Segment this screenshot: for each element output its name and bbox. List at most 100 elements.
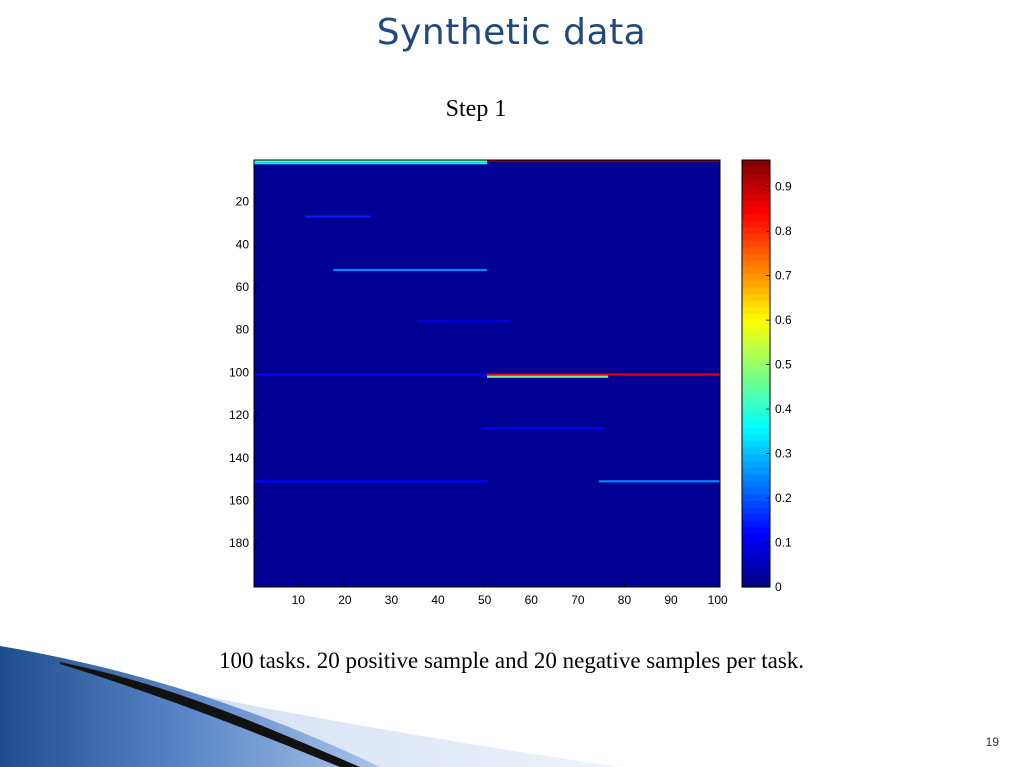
colorbar-step-27 [742, 400, 770, 408]
colorbar-tick-label-0.7: 0.7 [775, 269, 792, 283]
colorbar-step-41 [742, 306, 770, 315]
colorbar-step-0 [742, 580, 770, 588]
heatmap-band-10 [305, 215, 371, 218]
x-tick-label-50: 50 [478, 593, 492, 607]
colorbar-step-45 [742, 280, 770, 288]
colorbar-step-11 [742, 506, 770, 515]
colorbar-step-3 [742, 560, 770, 568]
y-tick-label-100: 100 [229, 365, 249, 379]
colorbar-step-22 [742, 433, 770, 441]
colorbar-step-43 [742, 293, 770, 301]
y-tick-label-160: 160 [229, 494, 249, 508]
colorbar-step-48 [742, 260, 770, 268]
colorbar-step-12 [742, 500, 770, 508]
y-tick-label-80: 80 [236, 323, 250, 337]
colorbar-step-39 [742, 320, 770, 328]
heatmap-band-1 [254, 160, 487, 163]
slide-title: Synthetic data [376, 12, 647, 53]
colorbar-step-34 [742, 353, 770, 361]
colorbar-step-7 [742, 533, 770, 541]
colorbar-tick-label-0.1: 0.1 [775, 536, 792, 550]
colorbar-step-1 [742, 573, 770, 581]
heatmap-band-11 [417, 320, 511, 323]
heatmap-band-4 [487, 373, 720, 376]
colorbar-tick-label-0.3: 0.3 [775, 447, 792, 461]
colorbar-step-14 [742, 486, 770, 495]
colorbar-step-2 [742, 566, 770, 575]
colorbar-tick-label-0.2: 0.2 [775, 491, 792, 505]
colorbar-step-4 [742, 553, 770, 561]
colorbar-tick-label-0.5: 0.5 [775, 358, 792, 372]
colorbar-step-5 [742, 546, 770, 555]
x-tick-label-20: 20 [338, 593, 352, 607]
colorbar-step-63 [742, 160, 770, 168]
decorative-swoosh [0, 646, 620, 767]
heatmap-band-8 [598, 480, 720, 483]
colorbar-step-19 [742, 453, 770, 461]
colorbar-step-9 [742, 520, 770, 528]
x-tick-label-60: 60 [525, 593, 539, 607]
colorbar-tick-label-0.4: 0.4 [775, 402, 792, 416]
colorbar-step-28 [742, 393, 770, 401]
colorbar-frame [741, 159, 771, 588]
colorbar-step-23 [742, 426, 770, 435]
colorbar-step-54 [742, 220, 770, 228]
x-tick-label-90: 90 [664, 593, 678, 607]
colorbar-step-29 [742, 386, 770, 395]
colorbar-step-36 [742, 340, 770, 348]
colorbar-step-6 [742, 540, 770, 548]
colorbar-step-30 [742, 380, 770, 388]
colorbar-step-49 [742, 253, 770, 261]
y-tick-label-120: 120 [229, 408, 249, 422]
y-tick-label-40: 40 [236, 237, 250, 251]
slide-caption: 100 tasks. 20 positive sample and 20 neg… [218, 648, 805, 673]
colorbar-step-52 [742, 233, 770, 241]
colorbar-step-15 [742, 480, 770, 488]
colorbar-step-32 [742, 366, 770, 375]
colorbar-step-46 [742, 273, 770, 281]
colorbar-step-35 [742, 346, 770, 355]
heatmap-band-9 [254, 480, 487, 483]
heatmap-band-3 [254, 162, 487, 165]
colorbar-step-56 [742, 206, 770, 214]
y-tick-label-20: 20 [236, 195, 250, 209]
colorbar-step-58 [742, 193, 770, 201]
colorbar-tick-label-0: 0 [775, 580, 782, 594]
colorbar-step-20 [742, 446, 770, 455]
colorbar-step-10 [742, 513, 770, 521]
colorbar-step-40 [742, 313, 770, 321]
colorbar-step-53 [742, 226, 770, 234]
colorbar-step-44 [742, 286, 770, 295]
colorbar-step-37 [742, 333, 770, 341]
y-tick-label-180: 180 [229, 536, 249, 550]
chart-title: Step 1 [445, 96, 507, 122]
colorbar-step-31 [742, 373, 770, 381]
heatmap-band-5 [487, 375, 609, 378]
heatmap-figure: 10 20 30 40 50 60 70 80 90 100 20 40 60 80 100 120 140 16… [229, 159, 792, 607]
colorbar-step-38 [742, 326, 770, 335]
heatmap-band-6 [254, 373, 487, 376]
x-tick-label-30: 30 [385, 593, 399, 607]
colorbar-step-24 [742, 420, 770, 428]
x-tick-label-40: 40 [431, 593, 445, 607]
colorbar-tick-label-0.8: 0.8 [775, 224, 792, 238]
plot-frame [253, 159, 721, 588]
colorbar-step-61 [742, 173, 770, 181]
colorbar-step-47 [742, 266, 770, 275]
colorbar-step-26 [742, 406, 770, 415]
colorbar-tick-label-0.9: 0.9 [775, 180, 792, 194]
swoosh-dark [60, 662, 360, 767]
colorbar-step-42 [742, 300, 770, 308]
y-tick-label-60: 60 [236, 280, 250, 294]
colorbar-step-60 [742, 180, 770, 188]
colorbar-step-16 [742, 473, 770, 481]
colorbar-step-57 [742, 200, 770, 208]
colorbar-step-18 [742, 460, 770, 468]
heatmap-band-12 [482, 426, 604, 430]
y-tick-label-140: 140 [229, 451, 249, 465]
colorbar-step-62 [742, 166, 770, 174]
colorbar-step-33 [742, 360, 770, 368]
x-tick-label-10: 10 [292, 593, 306, 607]
colorbar-step-50 [742, 246, 770, 255]
x-tick-label-100: 100 [708, 593, 728, 607]
